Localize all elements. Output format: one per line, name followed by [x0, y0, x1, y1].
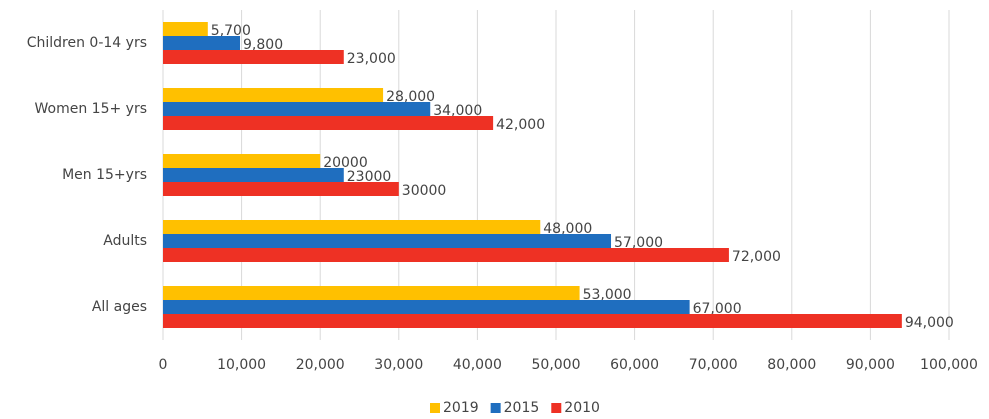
legend-label: 2019 — [443, 400, 479, 416]
value-label: 23,000 — [347, 51, 396, 67]
bar — [163, 182, 399, 196]
bar — [163, 286, 580, 300]
value-label: 57,000 — [614, 235, 663, 251]
x-tick-label: 50,000 — [532, 357, 581, 373]
bar — [163, 36, 241, 50]
legend-swatch — [490, 403, 501, 413]
bar — [163, 314, 902, 328]
bar — [163, 248, 729, 262]
x-tick-label: 0 — [159, 357, 168, 373]
legend-label: 2015 — [504, 400, 540, 416]
bar — [163, 234, 612, 248]
bar — [163, 300, 690, 314]
value-label: 28,000 — [386, 89, 435, 105]
legend-label: 2010 — [564, 400, 600, 416]
y-tick-label: Children 0-14 yrs — [27, 35, 147, 51]
x-tick-label: 20,000 — [296, 357, 345, 373]
bar — [163, 154, 321, 168]
x-tick-label: 100,000 — [920, 357, 978, 373]
bar — [163, 22, 208, 36]
legend-swatch — [430, 403, 440, 413]
x-tick-label: 30,000 — [374, 357, 423, 373]
x-tick-label: 10,000 — [217, 357, 266, 373]
x-tick-label: 40,000 — [453, 357, 502, 373]
bar — [163, 116, 494, 130]
y-tick-label: Women 15+ yrs — [35, 101, 148, 117]
value-label: 30000 — [402, 183, 447, 199]
bar — [163, 220, 541, 234]
y-tick-label: All ages — [92, 299, 147, 315]
value-label: 94,000 — [905, 315, 954, 331]
value-label: 53,000 — [583, 287, 632, 303]
value-label: 5,700 — [211, 23, 251, 39]
x-tick-label: 70,000 — [689, 357, 738, 373]
x-tick-label: 80,000 — [767, 357, 816, 373]
y-tick-label: Men 15+yrs — [62, 167, 147, 183]
bar — [163, 50, 344, 64]
value-label: 20000 — [323, 155, 368, 171]
legend-swatch — [551, 403, 562, 413]
value-label: 34,000 — [433, 103, 482, 119]
x-tick-label: 90,000 — [846, 357, 895, 373]
y-tick-label: Adults — [103, 233, 147, 249]
bar — [163, 168, 344, 182]
bar — [163, 88, 384, 102]
value-label: 23000 — [347, 169, 392, 185]
x-tick-label: 60,000 — [610, 357, 659, 373]
value-label: 67,000 — [693, 301, 742, 317]
value-label: 42,000 — [496, 117, 545, 133]
value-label: 72,000 — [732, 249, 781, 265]
value-label: 48,000 — [543, 221, 592, 237]
value-label: 9,800 — [243, 37, 283, 53]
bar — [163, 102, 431, 116]
